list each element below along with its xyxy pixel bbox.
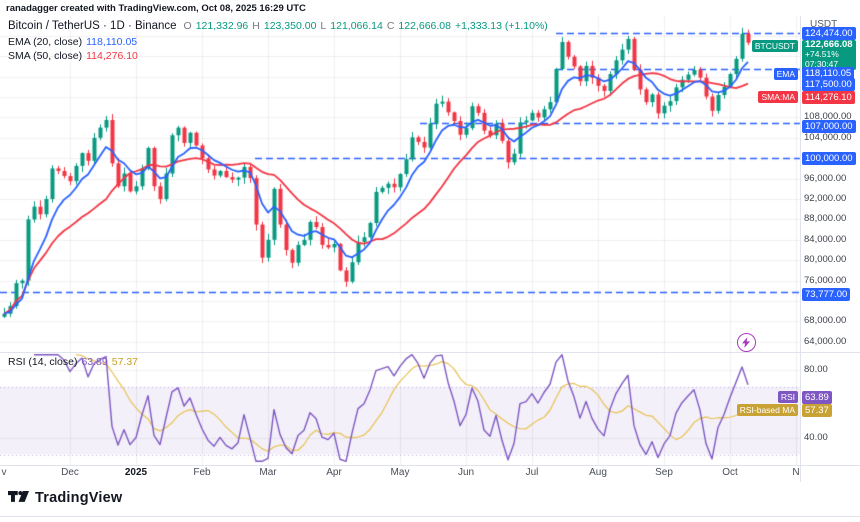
price-scale-separator bbox=[800, 16, 801, 482]
tradingview-logo[interactable]: TradingView bbox=[8, 490, 122, 506]
symbol-legend-row[interactable]: Bitcoin / TetherUS · 1D · Binance O 121,… bbox=[8, 20, 548, 32]
time-axis-label: Jul bbox=[525, 467, 539, 478]
time-axis-label: Sep bbox=[655, 467, 673, 478]
time-axis-label: Apr bbox=[326, 467, 342, 478]
time-axis-separator bbox=[0, 465, 860, 466]
low-value: 121,066.14 bbox=[330, 20, 383, 32]
open-label: O bbox=[183, 20, 192, 32]
attribution-text: ranadagger created with TradingView.com,… bbox=[6, 3, 306, 14]
pane-separator[interactable] bbox=[0, 352, 860, 353]
sma-value-badge: 114,276.10 bbox=[802, 90, 855, 104]
time-axis-label: May bbox=[390, 467, 410, 478]
rsi-ma-value: 57.37 bbox=[111, 356, 139, 368]
level-73777-badge: 73,777.00 bbox=[802, 288, 851, 302]
high-label: H bbox=[252, 20, 260, 32]
close-label: C bbox=[386, 20, 395, 32]
rsi-value-badge-tag: RSI bbox=[777, 391, 798, 404]
price-axis-tick: 68,000.00 bbox=[804, 315, 847, 327]
price-axis-tick: 88,000.00 bbox=[804, 213, 847, 225]
price-axis-unit: USDT bbox=[810, 19, 838, 30]
time-axis-label: Jun bbox=[457, 467, 475, 478]
sma-value-badge-tag: SMA:MA bbox=[758, 91, 798, 104]
sma-value: 114,276.10 bbox=[86, 50, 138, 62]
time-axis-label: Dec bbox=[61, 467, 79, 478]
time-axis-label: v bbox=[1, 467, 7, 478]
last-price-badge-line: 122,666.08 bbox=[805, 38, 853, 50]
rsi-axis-tick: 80.00 bbox=[804, 363, 828, 375]
tradingview-logo-text: TradingView bbox=[35, 490, 123, 506]
price-axis-tick: 84,000.00 bbox=[804, 233, 847, 245]
price-axis-tick: 76,000.00 bbox=[804, 274, 847, 286]
change-value: +1,333.13 (+1.10%) bbox=[454, 20, 548, 32]
rsi-ma-value-badge: 57.37 bbox=[802, 403, 832, 417]
last-price-badge-line: +74.51% bbox=[805, 48, 839, 59]
price-axis-tick: 104,000.00 bbox=[804, 131, 852, 143]
time-axis-label: N bbox=[792, 467, 800, 478]
rsi-legend-row[interactable]: RSI (14, close) 63.89 57.37 bbox=[8, 356, 138, 368]
time-axis-label: Aug bbox=[589, 467, 607, 478]
last-price-badge: 122,666.08 +74.51% 07:30:47 bbox=[802, 40, 856, 70]
ema-label: EMA (20, close) bbox=[8, 36, 83, 48]
sma-legend-row[interactable]: SMA (50, close) 114,276.10 bbox=[8, 50, 138, 62]
rsi-value-badge: 63.89 bbox=[802, 390, 832, 404]
time-axis-label: 2025 bbox=[124, 467, 148, 478]
price-axis-tick: 92,000.00 bbox=[804, 193, 847, 205]
price-axis-tick: 96,000.00 bbox=[804, 172, 847, 184]
open-value: 121,332.96 bbox=[195, 20, 249, 32]
time-axis-label: Mar bbox=[259, 467, 277, 478]
rsi-value: 63.89 bbox=[81, 356, 108, 368]
time-axis-label: Feb bbox=[193, 467, 211, 478]
rsi-axis-tick: 40.00 bbox=[804, 431, 828, 443]
price-axis-tick: 108,000.00 bbox=[804, 111, 852, 123]
page-bottom-divider bbox=[0, 516, 860, 517]
level-100000-badge: 100,000.00 bbox=[802, 151, 856, 165]
lightning-icon bbox=[742, 337, 751, 348]
sma-label: SMA (50, close) bbox=[8, 50, 83, 62]
high-value: 123,350.00 bbox=[263, 20, 317, 32]
boost-button[interactable] bbox=[737, 333, 756, 352]
time-axis-label: Oct bbox=[722, 467, 738, 478]
last-price-badge-line: 07:30:47 bbox=[805, 58, 839, 69]
ema-legend-row[interactable]: EMA (20, close) 118,110.05 bbox=[8, 36, 137, 48]
ema-value-badge: 118,110.05 bbox=[802, 67, 855, 81]
close-value: 122,666.08 bbox=[398, 20, 451, 32]
rsi-label: RSI (14, close) bbox=[8, 356, 78, 368]
ema-value-badge-tag: EMA bbox=[773, 67, 798, 80]
symbol-title: Bitcoin / TetherUS · 1D · Binance bbox=[8, 20, 177, 32]
rsi-ma-value-badge-tag: RSI-based MA bbox=[736, 404, 798, 417]
price-axis-tick: 64,000.00 bbox=[804, 335, 847, 347]
level-117500-badge: 117,500.00 bbox=[802, 78, 855, 92]
level-107000-badge: 107,000.00 bbox=[802, 120, 856, 134]
last-price-badge-tag: BTCUSDT bbox=[751, 39, 798, 52]
ema-value: 118,110.05 bbox=[86, 36, 138, 48]
price-axis-tick: 80,000.00 bbox=[804, 254, 847, 266]
tradingview-logo-icon bbox=[8, 490, 29, 502]
low-label: L bbox=[320, 20, 327, 32]
level-124474-badge: 124,474.00 bbox=[802, 26, 856, 40]
